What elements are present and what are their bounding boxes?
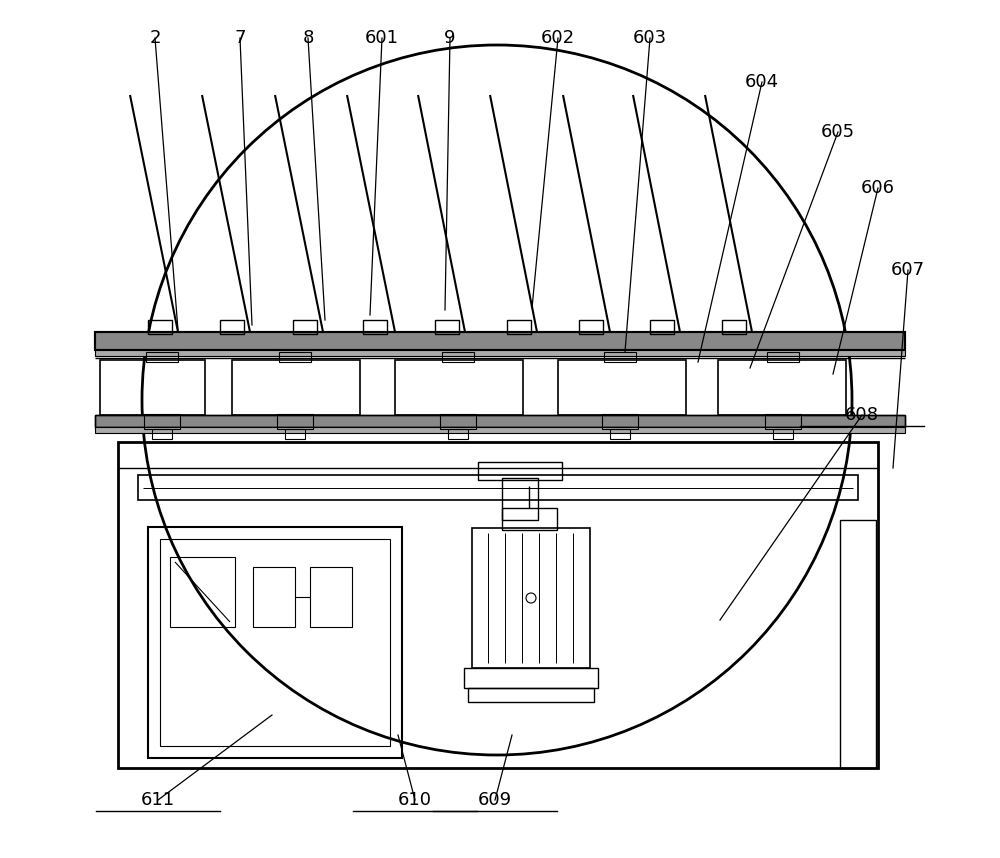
Bar bbox=[610, 429, 630, 439]
Bar bbox=[767, 352, 799, 362]
Bar bbox=[507, 320, 531, 334]
Text: 605: 605 bbox=[821, 123, 855, 141]
Bar bbox=[277, 414, 313, 429]
Bar bbox=[502, 508, 557, 530]
Bar bbox=[558, 360, 686, 415]
Bar bbox=[138, 475, 858, 500]
Text: 2: 2 bbox=[149, 29, 161, 47]
Text: 602: 602 bbox=[541, 29, 575, 47]
Text: 610: 610 bbox=[398, 791, 432, 809]
Bar bbox=[472, 528, 590, 668]
Bar bbox=[170, 557, 235, 627]
Bar bbox=[95, 415, 905, 427]
Bar bbox=[502, 478, 538, 520]
Bar bbox=[100, 360, 205, 415]
Bar bbox=[310, 567, 352, 627]
Circle shape bbox=[526, 593, 536, 603]
Bar bbox=[468, 688, 594, 702]
Bar bbox=[279, 352, 311, 362]
Text: 8: 8 bbox=[302, 29, 314, 47]
Bar bbox=[363, 320, 387, 334]
Bar bbox=[160, 539, 390, 746]
Bar bbox=[722, 320, 746, 334]
Bar bbox=[448, 429, 468, 439]
Bar bbox=[118, 442, 878, 768]
Bar bbox=[144, 414, 180, 429]
Bar bbox=[95, 350, 905, 356]
Text: 609: 609 bbox=[478, 791, 512, 809]
Text: 608: 608 bbox=[845, 406, 879, 424]
Text: 7: 7 bbox=[234, 29, 246, 47]
Bar bbox=[602, 414, 638, 429]
Bar bbox=[148, 320, 172, 334]
Bar bbox=[220, 320, 244, 334]
Bar bbox=[464, 668, 598, 688]
Bar bbox=[478, 462, 562, 480]
Bar bbox=[232, 360, 360, 415]
Bar bbox=[435, 320, 459, 334]
Bar bbox=[395, 360, 523, 415]
Bar bbox=[285, 429, 305, 439]
Text: 601: 601 bbox=[365, 29, 399, 47]
Text: 611: 611 bbox=[141, 791, 175, 809]
Bar bbox=[95, 332, 905, 350]
Bar bbox=[773, 429, 793, 439]
Bar bbox=[765, 414, 801, 429]
Bar bbox=[442, 352, 474, 362]
Bar bbox=[95, 427, 905, 433]
Bar bbox=[152, 429, 172, 439]
Text: 606: 606 bbox=[861, 179, 895, 197]
Bar bbox=[146, 352, 178, 362]
Bar bbox=[840, 520, 876, 768]
Text: 607: 607 bbox=[891, 261, 925, 279]
Bar bbox=[148, 527, 402, 758]
Text: 603: 603 bbox=[633, 29, 667, 47]
Bar bbox=[95, 415, 905, 427]
Bar bbox=[293, 320, 317, 334]
Text: 604: 604 bbox=[745, 73, 779, 91]
Bar bbox=[253, 567, 295, 627]
Bar bbox=[440, 414, 476, 429]
Bar bbox=[650, 320, 674, 334]
Bar bbox=[579, 320, 603, 334]
Bar bbox=[718, 360, 846, 415]
Bar bbox=[95, 332, 905, 350]
Text: 9: 9 bbox=[444, 29, 456, 47]
Bar bbox=[604, 352, 636, 362]
